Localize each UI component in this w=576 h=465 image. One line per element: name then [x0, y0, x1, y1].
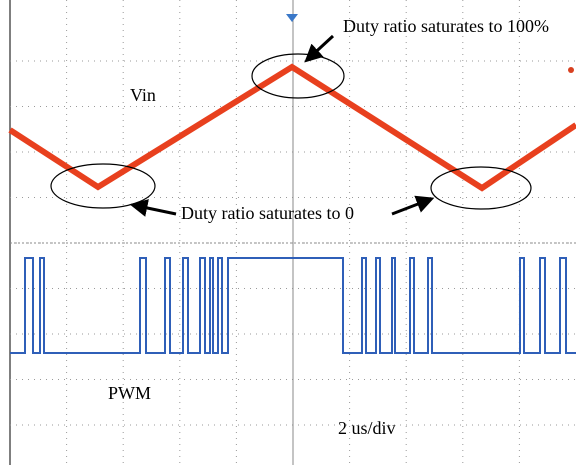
signal-label: PWM — [108, 383, 151, 403]
level-marker — [568, 67, 574, 73]
signal-label: Vin — [130, 85, 156, 105]
timebase-label: 2 us/div — [338, 418, 396, 438]
scope-screen: Duty ratio saturates to 100% Vin Duty ra… — [0, 0, 576, 465]
annotation: Duty ratio saturates to 100% — [343, 16, 549, 36]
annotation: Duty ratio saturates to 0 — [181, 203, 354, 223]
